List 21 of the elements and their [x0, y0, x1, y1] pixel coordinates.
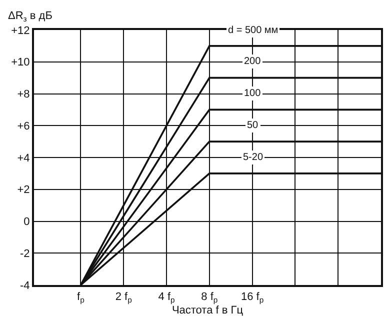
- y-tick-label: 0: [24, 216, 30, 228]
- x-tick-label: 8 f$_{р}$: [201, 291, 218, 305]
- y-axis-title: ΔR$_{з}$ в дБ: [8, 10, 52, 24]
- x-axis-title: Частота f в Гц: [172, 304, 244, 317]
- y-tick-label: +6: [17, 120, 30, 132]
- series-label: 5-20: [243, 152, 264, 163]
- series-label: d = 500 мм: [228, 25, 278, 36]
- series-label: 100: [244, 88, 262, 99]
- x-tick-label: 2 f$_{р}$: [115, 291, 132, 305]
- y-tick-label: +8: [17, 88, 30, 101]
- series-label: 50: [247, 120, 259, 131]
- y-tick-label: +10: [11, 56, 30, 69]
- y-tick-label: -4: [20, 280, 30, 292]
- series-label: 200: [244, 56, 262, 67]
- x-tick-label: f$_{р}$: [77, 291, 84, 305]
- y-tick-label: +4: [17, 152, 30, 164]
- x-tick-label: 4 f$_{р}$: [158, 291, 175, 305]
- y-tick-label: +2: [17, 184, 30, 196]
- y-tick-label: +12: [11, 24, 30, 37]
- x-tick-label: 16 f$_{р}$: [240, 291, 264, 305]
- y-tick-label: -2: [20, 248, 30, 260]
